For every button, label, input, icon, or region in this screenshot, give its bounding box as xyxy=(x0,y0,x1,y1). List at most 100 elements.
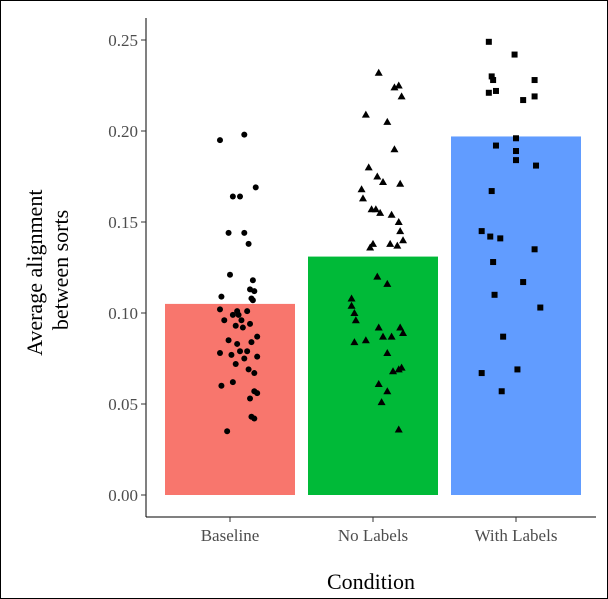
data-point-triangle xyxy=(364,163,373,171)
data-point-triangle xyxy=(361,336,370,344)
data-point-square xyxy=(498,388,505,395)
data-point-triangle xyxy=(399,236,408,244)
y-tick-label: 0.20 xyxy=(108,122,138,141)
data-point-circle xyxy=(251,415,258,422)
data-point-triangle xyxy=(383,279,392,287)
data-point-square xyxy=(514,366,521,373)
data-point-circle xyxy=(249,277,256,284)
data-point-triangle xyxy=(394,365,403,373)
data-point-circle xyxy=(218,382,225,389)
y-tick-label: 0.25 xyxy=(108,31,138,50)
data-point-triangle xyxy=(374,379,383,387)
data-point-circle xyxy=(241,131,248,138)
y-axis-title-line-2: between sorts xyxy=(48,210,73,330)
data-point-triangle xyxy=(383,117,392,125)
data-point-triangle xyxy=(390,145,399,153)
data-point-triangle xyxy=(373,172,382,180)
data-point-triangle xyxy=(379,332,388,340)
data-point-square xyxy=(500,333,507,340)
data-point-square xyxy=(488,73,495,80)
data-point-triangle xyxy=(394,218,403,225)
y-tick-label: 0.10 xyxy=(108,304,138,323)
data-point-triangle xyxy=(396,179,405,187)
data-point-triangle xyxy=(397,92,406,100)
data-point-square xyxy=(478,370,485,377)
data-point-circle xyxy=(221,317,228,324)
data-point-square xyxy=(497,235,504,242)
data-point-triangle xyxy=(377,398,386,406)
data-point-triangle xyxy=(366,243,375,251)
data-point-square xyxy=(531,246,538,253)
y-tick-label: 0.15 xyxy=(108,213,138,232)
data-point-circle xyxy=(249,297,256,304)
data-point-square xyxy=(491,291,498,298)
data-point-circle xyxy=(235,311,242,318)
data-point-square xyxy=(488,188,495,195)
x-tick-label: Baseline xyxy=(201,526,260,545)
y-tick-label: 0.05 xyxy=(108,395,138,414)
data-point-triangle xyxy=(399,329,408,337)
bars-layer xyxy=(165,136,581,495)
data-point-circle xyxy=(225,337,232,344)
data-point-circle xyxy=(229,193,236,200)
data-point-triangle xyxy=(383,349,392,357)
data-point-triangle xyxy=(393,241,402,249)
data-point-circle xyxy=(218,293,225,300)
data-point-circle xyxy=(239,324,246,331)
data-point-triangle xyxy=(389,367,398,375)
data-point-square xyxy=(485,89,492,96)
data-point-triangle xyxy=(357,185,366,193)
data-point-triangle xyxy=(350,309,359,316)
data-point-circle xyxy=(247,395,254,402)
data-point-square xyxy=(485,38,492,45)
data-point-circle xyxy=(238,317,245,324)
data-point-circle xyxy=(229,379,236,386)
data-point-circle xyxy=(228,351,235,358)
data-point-square xyxy=(513,157,519,164)
data-point-triangle xyxy=(387,210,396,218)
data-point-triangle xyxy=(374,68,383,76)
bar-no-labels xyxy=(308,256,438,495)
data-point-triangle xyxy=(394,81,403,89)
data-point-triangle xyxy=(347,301,356,309)
data-point-triangle xyxy=(347,294,356,302)
x-tick-label: With Labels xyxy=(475,526,558,545)
bar-with-labels xyxy=(451,136,581,495)
axes-layer xyxy=(145,18,596,518)
data-point-circle xyxy=(225,229,232,236)
data-point-circle xyxy=(245,240,252,247)
data-point-triangle xyxy=(387,332,396,340)
data-point-circle xyxy=(248,339,255,346)
data-point-circle xyxy=(237,348,244,355)
data-point-triangle xyxy=(386,239,395,247)
data-point-square xyxy=(511,51,518,58)
data-point-square xyxy=(478,228,485,235)
data-point-circle xyxy=(241,355,248,362)
data-point-circle xyxy=(241,229,248,236)
data-point-triangle xyxy=(373,272,382,280)
data-point-square xyxy=(537,304,544,311)
data-point-square xyxy=(531,77,538,84)
bar-baseline xyxy=(165,303,295,495)
data-point-triangle xyxy=(379,177,388,185)
points-layer xyxy=(216,38,544,435)
data-point-square xyxy=(487,233,494,240)
y-axis-title-line-1: Average alignment xyxy=(22,190,47,356)
y-axis-title: Average alignment between sorts xyxy=(22,184,73,356)
x-axis-title: Condition xyxy=(327,569,415,594)
x-ticks: Baseline No Labels With Labels xyxy=(201,517,558,545)
data-point-circle xyxy=(234,340,241,347)
data-point-triangle xyxy=(396,227,405,235)
data-point-circle xyxy=(251,370,258,377)
data-point-square xyxy=(520,279,527,286)
data-point-circle xyxy=(247,320,254,327)
data-point-circle xyxy=(245,366,252,373)
data-point-circle xyxy=(216,137,223,144)
data-point-circle xyxy=(254,390,261,397)
data-point-circle xyxy=(252,184,259,191)
data-point-square xyxy=(520,97,527,104)
data-point-square xyxy=(513,135,519,142)
data-point-triangle xyxy=(361,110,370,118)
data-point-triangle xyxy=(358,194,367,202)
